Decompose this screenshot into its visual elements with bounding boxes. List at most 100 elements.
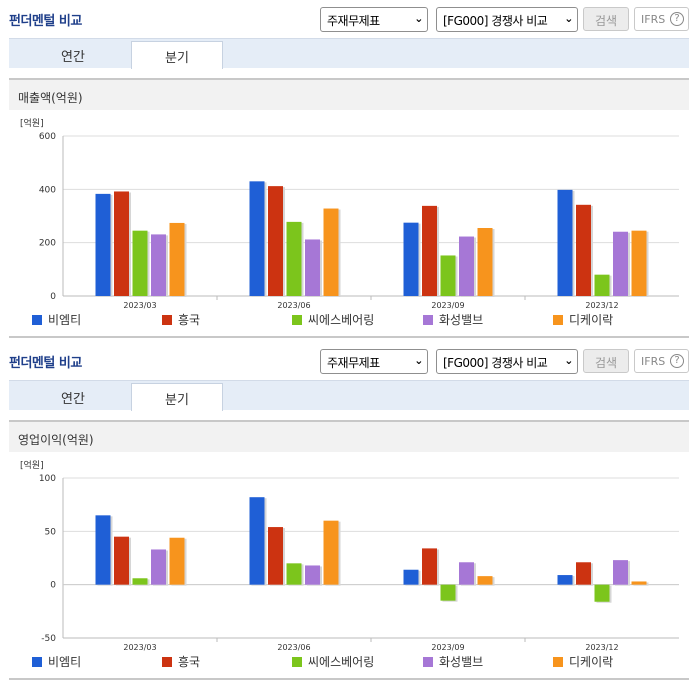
legend-swatch: [32, 657, 42, 667]
panel-title: 펀더멘털 비교: [9, 14, 82, 29]
x-tick-label: 2023/12: [585, 301, 618, 310]
tab-annual[interactable]: 연간: [61, 392, 85, 407]
bar[interactable]: [422, 205, 437, 296]
bar[interactable]: [459, 236, 474, 296]
bar[interactable]: [249, 497, 265, 585]
legend-swatch: [553, 315, 563, 325]
bar[interactable]: [268, 527, 283, 585]
legend-label: 비엠티: [48, 313, 81, 327]
legend-label: 디케이락: [569, 313, 613, 327]
legend-label: 화성밸브: [439, 313, 483, 327]
bar[interactable]: [459, 562, 474, 585]
search-button[interactable]: 검색: [583, 7, 629, 31]
bar[interactable]: [169, 537, 185, 585]
ifrs-button[interactable]: IFRS ?: [634, 349, 689, 373]
statement-type-select[interactable]: 주재무제표 ⌄: [320, 349, 428, 374]
bar[interactable]: [440, 255, 456, 296]
bar[interactable]: [403, 222, 419, 296]
legend-label: 씨에스베어링: [308, 655, 374, 669]
bar[interactable]: [323, 520, 339, 585]
help-icon[interactable]: ?: [670, 12, 684, 26]
bar[interactable]: [132, 230, 148, 296]
legend-label: 흥국: [178, 655, 200, 669]
panel-title: 펀더멘털 비교: [9, 356, 82, 371]
bar[interactable]: [403, 569, 419, 585]
comparison-group-select[interactable]: [FG000] 경쟁사 비교 ⌄: [436, 349, 578, 374]
bar[interactable]: [114, 191, 129, 296]
y-tick-label: 600: [39, 132, 56, 142]
revenue-chart-svg: [억원] 0 200 400 600 2023/03 2023/06 2023/09 2023/…: [20, 117, 679, 327]
legend-label: 씨에스베어링: [308, 313, 374, 327]
bar[interactable]: [631, 230, 647, 296]
bar[interactable]: [477, 228, 493, 296]
bar[interactable]: [557, 189, 573, 296]
legend-swatch: [292, 315, 302, 325]
chevron-down-icon: ⌄: [564, 12, 573, 25]
x-tick-label: 2023/03: [123, 643, 156, 652]
bar[interactable]: [323, 208, 339, 296]
revenue-chart: [억원] 0 200 400 600 2023/03 2023/06 2023/09 2023/…: [0, 110, 696, 340]
divider: [9, 678, 689, 680]
bar[interactable]: [268, 186, 283, 296]
legend-swatch: [292, 657, 302, 667]
legend-swatch: [32, 315, 42, 325]
period-tabs: 연간 분기: [9, 38, 689, 69]
statement-type-select[interactable]: 주재무제표 ⌄: [320, 7, 428, 32]
ifrs-button[interactable]: IFRS ?: [634, 7, 689, 31]
bar[interactable]: [594, 584, 610, 602]
x-tick-label: 2023/06: [277, 643, 310, 652]
legend-label: 디케이락: [569, 655, 613, 669]
panel-header: 펀더멘털 비교 주재무제표 ⌄ [FG000] 경쟁사 비교 ⌄ 검색 IFRS ?: [0, 342, 696, 374]
y-tick-label: 50: [45, 527, 57, 537]
y-tick-label: 0: [50, 292, 56, 302]
bar[interactable]: [305, 565, 320, 585]
bar[interactable]: [249, 181, 265, 296]
section-title: 영업이익(억원): [9, 420, 689, 452]
bar[interactable]: [95, 193, 111, 296]
x-tick-label: 2023/03: [123, 301, 156, 310]
bar[interactable]: [286, 221, 302, 296]
bar[interactable]: [613, 231, 628, 296]
legend-swatch: [162, 657, 172, 667]
y-tick-label: 0: [50, 581, 56, 591]
tab-quarterly[interactable]: 분기: [131, 383, 223, 411]
bar[interactable]: [151, 549, 166, 585]
unit-label: [억원]: [20, 459, 44, 471]
bar[interactable]: [613, 560, 628, 585]
x-tick-label: 2023/06: [277, 301, 310, 310]
unit-label: [억원]: [20, 117, 44, 129]
search-button[interactable]: 검색: [583, 349, 629, 373]
bar[interactable]: [151, 234, 166, 296]
legend-swatch: [553, 657, 563, 667]
bar[interactable]: [576, 562, 591, 585]
tab-quarterly[interactable]: 분기: [131, 41, 223, 69]
bar[interactable]: [95, 515, 111, 585]
legend-swatch: [423, 315, 433, 325]
bar[interactable]: [305, 239, 320, 296]
bar[interactable]: [477, 576, 493, 585]
bar[interactable]: [440, 584, 456, 601]
y-tick-label: 400: [39, 185, 56, 195]
bar[interactable]: [286, 563, 302, 585]
comparison-group-select[interactable]: [FG000] 경쟁사 비교 ⌄: [436, 7, 578, 32]
legend-swatch: [423, 657, 433, 667]
chevron-down-icon: ⌄: [414, 12, 423, 25]
operating-profit-chart-svg: [억원] -50 0 50 100 2023/03 2023/06 2023/09 2023/1…: [20, 459, 679, 669]
y-tick-label: -50: [41, 634, 56, 644]
legend-swatch: [162, 315, 172, 325]
operating-profit-chart: [억원] -50 0 50 100 2023/03 2023/06 2023/09 2023/1…: [0, 452, 696, 682]
bar[interactable]: [631, 581, 647, 585]
bar[interactable]: [132, 578, 148, 585]
x-tick-label: 2023/12: [585, 643, 618, 652]
help-icon[interactable]: ?: [670, 354, 684, 368]
legend-label: 흥국: [178, 313, 200, 327]
bar[interactable]: [422, 548, 437, 585]
bar[interactable]: [114, 536, 129, 585]
divider: [9, 336, 689, 338]
bar[interactable]: [594, 274, 610, 296]
tab-annual[interactable]: 연간: [61, 50, 85, 65]
x-tick-label: 2023/09: [431, 301, 464, 310]
bar[interactable]: [169, 222, 185, 296]
bar[interactable]: [576, 204, 591, 296]
bar[interactable]: [557, 575, 573, 585]
